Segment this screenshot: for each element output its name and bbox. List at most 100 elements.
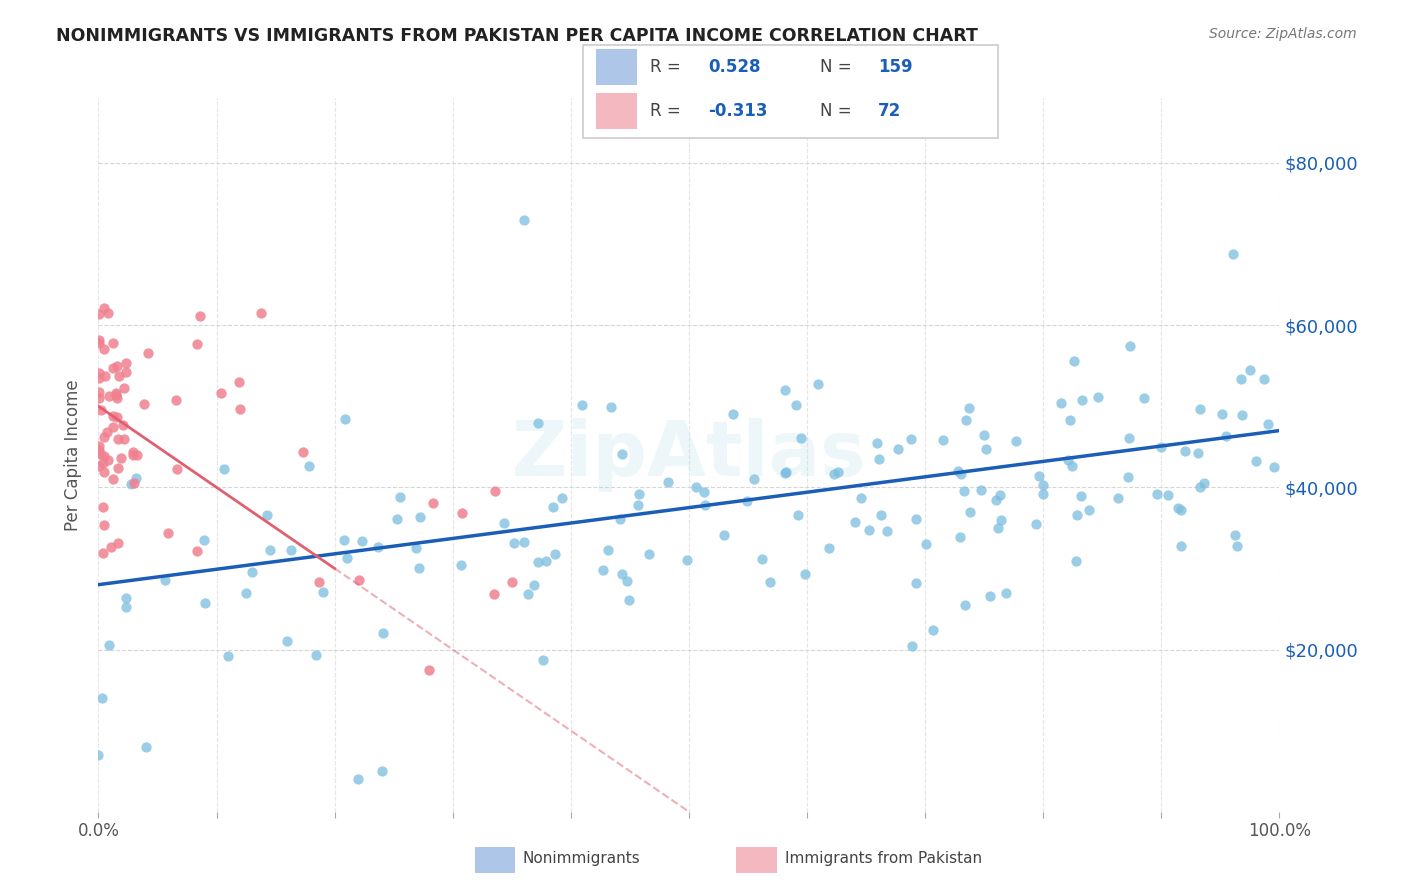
Point — [1211, 407, 1233, 421]
Point — [1060, 458, 1083, 473]
Point — [111, 417, 134, 432]
Point — [789, 431, 811, 445]
Point — [1257, 417, 1279, 432]
Point — [970, 483, 993, 497]
Point — [194, 596, 217, 610]
Point — [904, 511, 927, 525]
Text: Source: ZipAtlas.com: Source: ZipAtlas.com — [1209, 27, 1357, 41]
Point — [492, 516, 515, 531]
Point — [1059, 413, 1081, 427]
Point — [333, 533, 356, 547]
Point — [544, 547, 567, 561]
Point — [371, 764, 394, 779]
Point — [97, 639, 120, 653]
Point — [105, 388, 128, 402]
Point — [122, 475, 145, 490]
Point — [112, 381, 135, 395]
Text: R =: R = — [650, 58, 681, 76]
Point — [1192, 476, 1215, 491]
Point — [165, 392, 187, 407]
Point — [107, 536, 129, 550]
Point — [405, 541, 427, 555]
Point — [104, 385, 127, 400]
Point — [1253, 372, 1275, 386]
FancyBboxPatch shape — [583, 45, 998, 138]
Point — [1244, 454, 1267, 468]
Point — [516, 587, 538, 601]
Point — [373, 626, 395, 640]
Point — [115, 591, 138, 605]
Point — [949, 530, 972, 544]
Point — [1078, 503, 1101, 517]
Point — [347, 772, 370, 787]
Point — [1146, 487, 1168, 501]
Point — [217, 648, 239, 663]
Point — [1174, 444, 1197, 458]
Point — [87, 336, 110, 351]
Point — [93, 301, 115, 315]
Point — [115, 599, 138, 614]
Point — [868, 452, 890, 467]
Text: 72: 72 — [877, 102, 901, 120]
Point — [235, 585, 257, 599]
Point — [115, 365, 138, 379]
Point — [979, 589, 1001, 603]
Text: 0.528: 0.528 — [709, 58, 761, 76]
Point — [450, 558, 472, 572]
Point — [1157, 488, 1180, 502]
Point — [551, 491, 574, 506]
Point — [292, 445, 315, 459]
Point — [89, 307, 111, 321]
Text: R =: R = — [650, 102, 681, 120]
Point — [91, 456, 114, 470]
Point — [713, 528, 735, 542]
Point — [105, 392, 128, 406]
Bar — [596, 94, 637, 129]
Point — [96, 306, 118, 320]
Point — [742, 472, 765, 486]
Y-axis label: Per Capita Income: Per Capita Income — [65, 379, 83, 531]
Point — [592, 563, 614, 577]
Point — [228, 376, 250, 390]
Point — [336, 551, 359, 566]
Point — [97, 453, 120, 467]
Point — [100, 540, 122, 554]
Text: Nonimmigrants: Nonimmigrants — [523, 851, 641, 866]
Point — [994, 586, 1017, 600]
Point — [858, 523, 880, 537]
Point — [212, 462, 235, 476]
Point — [103, 409, 125, 423]
Point — [91, 500, 114, 515]
Point — [844, 516, 866, 530]
Point — [817, 541, 839, 556]
Point — [103, 361, 125, 376]
Point — [186, 544, 208, 558]
Point — [122, 449, 145, 463]
Point — [695, 498, 717, 512]
Point — [1189, 480, 1212, 494]
Point — [571, 398, 593, 412]
Point — [166, 461, 188, 475]
Point — [105, 410, 128, 425]
Point — [870, 508, 893, 522]
Point — [627, 487, 650, 501]
Point — [775, 466, 797, 480]
Point — [609, 512, 631, 526]
Point — [101, 472, 124, 486]
Bar — [596, 49, 637, 85]
Point — [915, 536, 938, 550]
Point — [87, 366, 110, 380]
Point — [209, 386, 232, 401]
Point — [93, 429, 115, 443]
Point — [1028, 468, 1050, 483]
Point — [1188, 401, 1211, 416]
Point — [513, 535, 536, 549]
Point — [1187, 446, 1209, 460]
Point — [1070, 490, 1092, 504]
Point — [91, 691, 114, 706]
Point — [250, 306, 273, 320]
Point — [900, 432, 922, 446]
Point — [512, 212, 534, 227]
Text: ZipAtlas: ZipAtlas — [512, 418, 866, 491]
Point — [105, 359, 128, 373]
